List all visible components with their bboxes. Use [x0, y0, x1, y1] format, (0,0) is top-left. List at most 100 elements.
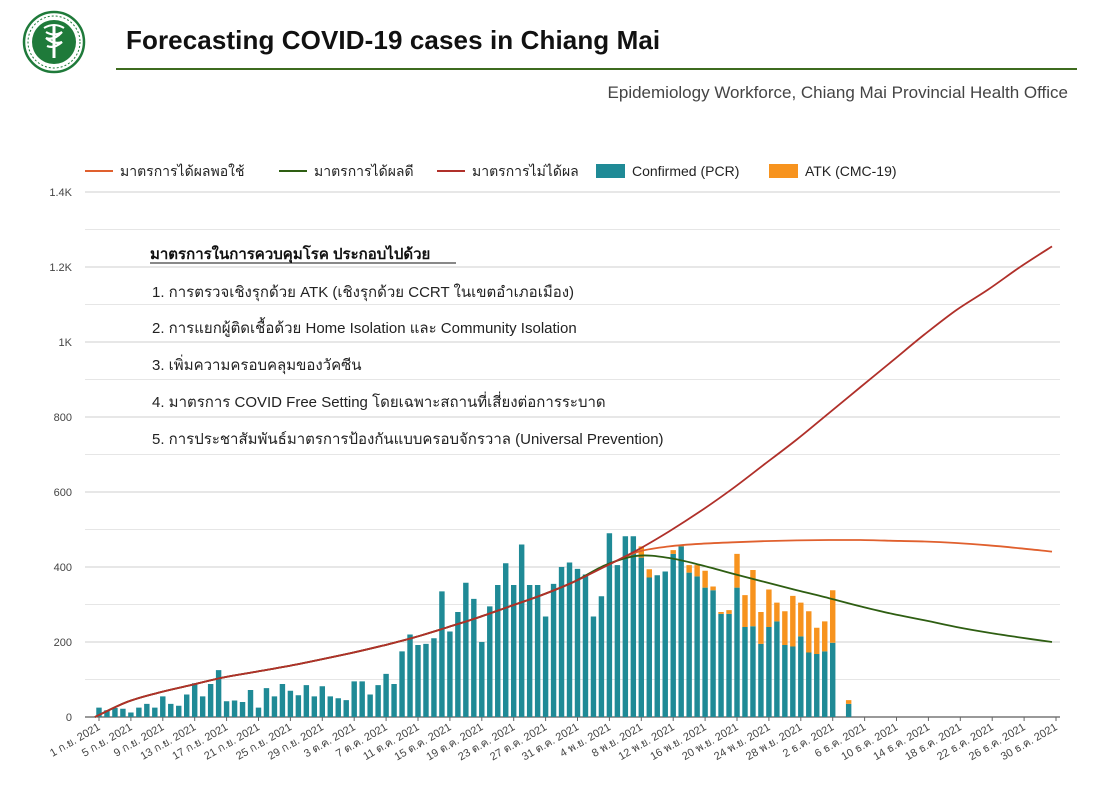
y-axis: 0 200 400 600 800 1K 1.2K 1.4K	[49, 187, 72, 724]
bar-confirmed	[191, 683, 198, 717]
bar-confirmed	[160, 696, 166, 717]
bar-atk	[822, 621, 828, 652]
bar-atk	[790, 595, 796, 647]
bars	[96, 533, 852, 717]
annotation-item: 4. มาตรการ COVID Free Setting โดยเฉพาะสถ…	[152, 391, 606, 411]
bar-confirmed	[518, 544, 525, 717]
bar-confirmed	[646, 577, 652, 717]
bar-confirmed	[566, 562, 573, 717]
bar-confirmed	[295, 695, 302, 717]
annotation-item: 3. เพิ่มความครอบคลุมของวัคซีน	[152, 354, 362, 375]
bar-confirmed	[152, 707, 158, 717]
bar-atk	[845, 700, 852, 704]
bar-confirmed	[407, 634, 413, 717]
legend-label-atk: ATK (CMC-19)	[805, 163, 897, 179]
health-office-logo	[22, 10, 86, 74]
bar-atk	[806, 611, 812, 653]
bar-confirmed	[367, 694, 373, 717]
bar-confirmed	[335, 698, 341, 717]
bar-atk	[670, 550, 676, 554]
bar-confirmed	[598, 596, 605, 717]
bar-confirmed	[120, 708, 126, 717]
bar-confirmed	[654, 575, 660, 717]
bar-confirmed	[471, 598, 477, 717]
bar-confirmed	[638, 557, 645, 717]
bar-confirmed	[750, 626, 756, 717]
bar-confirmed	[104, 710, 110, 717]
line-effective	[94, 554, 1053, 718]
bar-atk	[686, 565, 692, 573]
bar-atk	[702, 570, 708, 588]
bar-atk	[782, 611, 788, 645]
bar-confirmed	[710, 590, 716, 717]
legend: มาตรการได้ผลพอใช้ มาตรการได้ผลดี มาตรการไม…	[85, 163, 897, 179]
legend-label-moderate: มาตรการได้ผลพอใช้	[120, 163, 244, 179]
bar-confirmed	[487, 606, 493, 717]
bar-confirmed	[247, 690, 254, 717]
bar-atk	[638, 546, 645, 558]
bar-confirmed	[359, 681, 365, 717]
bar-confirmed	[590, 616, 597, 717]
bar-confirmed	[375, 685, 381, 717]
y-tick-label: 800	[54, 412, 72, 424]
forecast-lines	[94, 245, 1053, 718]
bar-confirmed	[606, 533, 613, 717]
bar-confirmed	[391, 684, 397, 717]
bar-confirmed	[136, 707, 142, 717]
bar-atk	[710, 586, 716, 591]
bar-confirmed	[686, 572, 692, 717]
bar-confirmed	[423, 643, 429, 717]
y-tick-label: 1.4K	[49, 187, 72, 199]
bar-confirmed	[168, 703, 174, 717]
bar-confirmed	[718, 613, 724, 717]
bar-confirmed	[814, 654, 820, 717]
bar-confirmed	[574, 568, 581, 717]
page-subtitle: Epidemiology Workforce, Chiang Mai Provi…	[607, 83, 1068, 102]
bar-confirmed	[726, 613, 732, 717]
bar-confirmed	[782, 645, 788, 717]
bar-atk	[734, 553, 740, 588]
bar-confirmed	[702, 587, 708, 717]
bar-confirmed	[343, 700, 349, 717]
bar-confirmed	[694, 576, 700, 717]
bar-confirmed	[144, 703, 150, 717]
bar-confirmed	[239, 702, 246, 717]
legend-swatch-atk	[769, 164, 798, 178]
bar-confirmed	[790, 646, 796, 717]
bar-confirmed	[96, 707, 102, 717]
bar-confirmed	[479, 642, 485, 717]
legend-label-ineffective: มาตรการไม่ได้ผล	[472, 163, 579, 179]
bar-confirmed	[303, 685, 310, 717]
bar-confirmed	[199, 696, 206, 717]
bar-confirmed	[822, 651, 828, 717]
bar-confirmed	[255, 707, 262, 717]
legend-label-confirmed: Confirmed (PCR)	[632, 163, 739, 179]
y-tick-label: 0	[66, 712, 72, 724]
y-tick-label: 1.2K	[49, 262, 72, 274]
bar-confirmed	[383, 673, 389, 717]
annotation-heading: มาตรการในการควบคุมโรค ประกอบไปด้วย	[150, 244, 430, 264]
bar-confirmed	[614, 565, 621, 717]
bar-atk	[646, 569, 652, 578]
bar-confirmed	[231, 700, 238, 717]
annotation-item: 2. การแยกผู้ติดเชื้อด้วย Home Isolation …	[152, 317, 577, 337]
bar-confirmed	[463, 582, 469, 717]
gridlines	[85, 191, 1060, 718]
bar-confirmed	[742, 627, 748, 717]
bar-atk	[814, 627, 820, 654]
annotation-box: มาตรการในการควบคุมโรค ประกอบไปด้วย 1. กา…	[150, 244, 664, 448]
bar-atk	[742, 595, 748, 627]
bar-confirmed	[184, 694, 190, 717]
bar-confirmed	[112, 708, 118, 717]
bar-confirmed	[503, 563, 509, 717]
bar-confirmed	[534, 585, 541, 717]
bar-atk	[726, 610, 732, 614]
bar-confirmed	[622, 536, 629, 717]
bar-confirmed	[734, 587, 740, 717]
bar-confirmed	[223, 701, 230, 717]
bar-confirmed	[415, 645, 421, 717]
line-moderate	[94, 539, 1053, 718]
bar-confirmed	[845, 703, 852, 717]
bar-confirmed	[766, 627, 772, 717]
